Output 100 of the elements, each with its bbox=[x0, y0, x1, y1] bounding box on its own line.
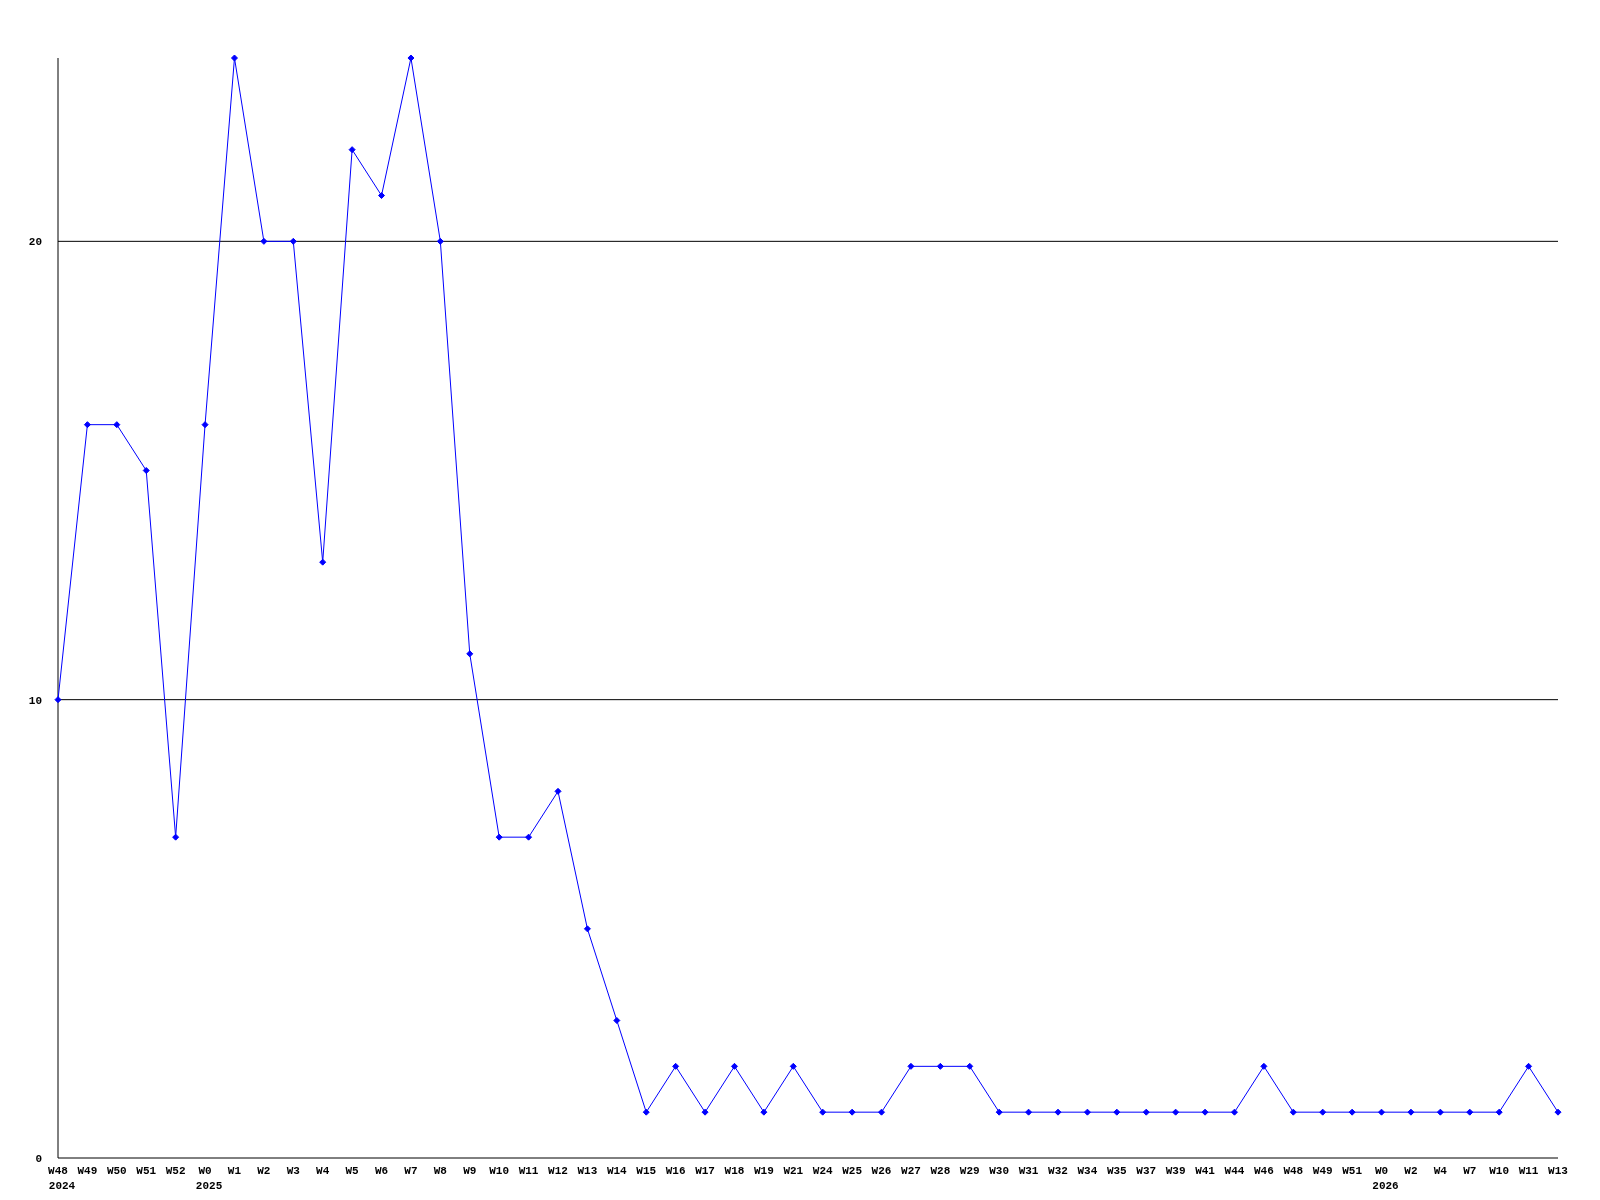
x-tick-label: W27 bbox=[901, 1165, 921, 1177]
y-tick-label: 10 bbox=[28, 694, 42, 707]
point bbox=[378, 192, 386, 199]
point bbox=[848, 1108, 856, 1116]
x-tick-label: W32 bbox=[1048, 1165, 1068, 1177]
point bbox=[1113, 1108, 1121, 1116]
point bbox=[730, 1062, 738, 1070]
point bbox=[1378, 1108, 1386, 1116]
point bbox=[260, 237, 268, 245]
x-tick-label: W37 bbox=[1136, 1165, 1157, 1177]
x-tick-label: W26 bbox=[871, 1165, 892, 1177]
point bbox=[201, 421, 209, 429]
point bbox=[289, 237, 297, 245]
x-tick-label: W15 bbox=[636, 1165, 657, 1177]
x-tick-label: W25 bbox=[842, 1165, 863, 1177]
point bbox=[1025, 1108, 1033, 1116]
x-tick-label: W46 bbox=[1253, 1165, 1274, 1177]
point bbox=[554, 787, 562, 795]
point bbox=[1201, 1108, 1209, 1116]
point bbox=[466, 650, 474, 658]
x-tick-label: W14 bbox=[606, 1165, 628, 1177]
x-tick-label: W30 bbox=[989, 1165, 1010, 1177]
point bbox=[1525, 1062, 1533, 1070]
x-tick-label: W2 bbox=[257, 1165, 271, 1177]
x-tick-label: W13 bbox=[1548, 1165, 1569, 1177]
x-tick-label: W10 bbox=[489, 1165, 510, 1177]
x-tick-label: W52 bbox=[165, 1165, 186, 1177]
point bbox=[907, 1062, 915, 1070]
x-tick-label: W9 bbox=[463, 1165, 477, 1177]
point bbox=[1554, 1108, 1562, 1116]
point bbox=[113, 421, 121, 429]
point bbox=[83, 421, 91, 429]
point bbox=[1407, 1108, 1415, 1116]
y-tick-label: 20 bbox=[28, 236, 42, 249]
x-tick-label: W10 bbox=[1489, 1165, 1510, 1177]
x-tick-label: W11 bbox=[1518, 1165, 1539, 1177]
x-tick-label: W0 2026 bbox=[1372, 1165, 1399, 1192]
point bbox=[789, 1062, 797, 1070]
x-tick-label: W16 bbox=[665, 1165, 686, 1177]
point bbox=[1466, 1108, 1474, 1116]
x-tick-label: W4 bbox=[1433, 1165, 1448, 1177]
x-tick-label: W51 bbox=[136, 1165, 157, 1177]
point bbox=[1230, 1108, 1238, 1116]
point bbox=[1260, 1062, 1268, 1070]
x-tick-label: W29 bbox=[959, 1165, 980, 1177]
point bbox=[1142, 1108, 1150, 1116]
point bbox=[495, 833, 503, 841]
x-tick-label: W50 bbox=[106, 1165, 127, 1177]
x-tick-label: W7 bbox=[404, 1165, 418, 1177]
point bbox=[701, 1108, 709, 1116]
x-tick-label: W19 bbox=[753, 1165, 774, 1177]
point bbox=[172, 833, 180, 841]
x-tick-label: W17 bbox=[695, 1165, 715, 1177]
point bbox=[525, 833, 533, 841]
x-tick-label: W8 bbox=[433, 1165, 448, 1177]
y-tick-label: 0 bbox=[35, 1152, 42, 1165]
point bbox=[966, 1062, 974, 1070]
point bbox=[1083, 1108, 1091, 1116]
point bbox=[142, 467, 150, 474]
point bbox=[1436, 1108, 1444, 1116]
x-tick-label: W6 bbox=[374, 1165, 389, 1177]
point bbox=[1348, 1108, 1356, 1116]
x-tick-label: W39 bbox=[1165, 1165, 1186, 1177]
x-tick-label: W49 bbox=[77, 1165, 98, 1177]
point bbox=[348, 146, 356, 154]
x-tick-label: W28 bbox=[930, 1165, 951, 1177]
x-tick-label: W44 bbox=[1224, 1165, 1245, 1177]
point bbox=[672, 1062, 680, 1070]
x-tick-label: W35 bbox=[1106, 1165, 1128, 1177]
point bbox=[1319, 1108, 1327, 1116]
point bbox=[613, 1017, 621, 1024]
x-tick-label: W2 bbox=[1404, 1165, 1418, 1177]
x-tick-label: W18 bbox=[724, 1165, 745, 1177]
point bbox=[319, 558, 327, 566]
point bbox=[1289, 1108, 1297, 1116]
point bbox=[995, 1108, 1003, 1116]
point bbox=[819, 1108, 827, 1116]
x-tick-label: W11 bbox=[518, 1165, 539, 1177]
x-tick-label: W34 bbox=[1077, 1165, 1098, 1177]
x-tick-label: W31 bbox=[1018, 1165, 1039, 1177]
x-tick-label: W0 2025 bbox=[195, 1165, 223, 1192]
point bbox=[1495, 1108, 1503, 1116]
point bbox=[54, 696, 62, 704]
point bbox=[642, 1108, 650, 1116]
x-tick-label: W48 2024 bbox=[48, 1165, 76, 1192]
x-tick-label: W3 bbox=[286, 1165, 301, 1177]
x-tick-label: W51 bbox=[1342, 1165, 1363, 1177]
point bbox=[1054, 1108, 1062, 1116]
point bbox=[407, 54, 415, 62]
point bbox=[583, 925, 591, 933]
x-tick-label: W24 bbox=[812, 1165, 833, 1177]
point bbox=[878, 1108, 886, 1116]
x-tick-label: W21 bbox=[783, 1165, 804, 1177]
point bbox=[436, 237, 444, 245]
x-tick-label: W41 bbox=[1195, 1165, 1216, 1177]
x-tick-label: W4 bbox=[316, 1165, 330, 1177]
point bbox=[936, 1062, 944, 1070]
x-tick-label: W49 bbox=[1312, 1165, 1333, 1177]
x-tick-label: W12 bbox=[548, 1165, 568, 1177]
point bbox=[760, 1108, 768, 1116]
